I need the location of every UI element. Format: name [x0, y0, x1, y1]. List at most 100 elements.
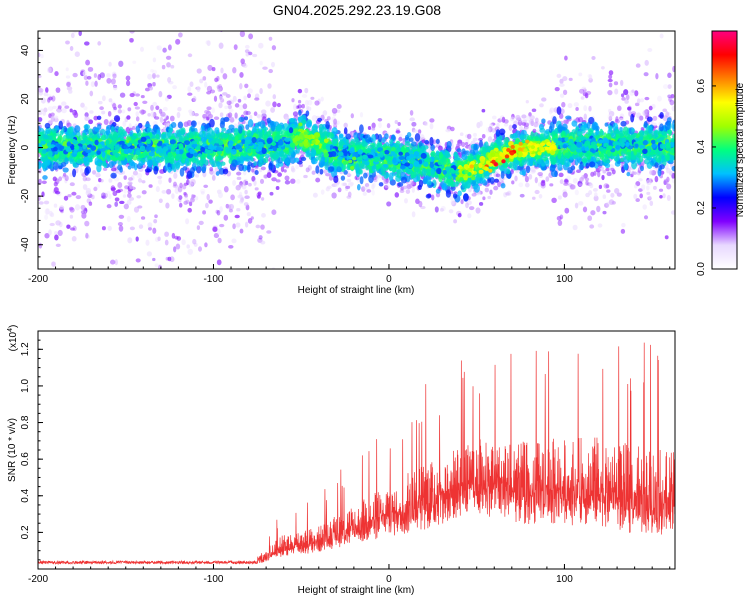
spectrogram-point: [481, 108, 486, 113]
spectrogram-point: [102, 95, 106, 102]
spectrogram-point: [270, 107, 276, 113]
spectrogram-point: [217, 228, 221, 235]
spectrogram-point: [70, 32, 75, 39]
spectrogram-point: [196, 68, 202, 74]
spectrogram-point: [528, 119, 535, 126]
spectrogram-point: [317, 98, 321, 105]
spectrogram-point: [606, 171, 612, 177]
spectrogram-point: [43, 92, 49, 97]
spectrogram-point: [92, 170, 97, 175]
spectrogram-point: [635, 63, 641, 68]
spectrogram-point: [69, 214, 74, 219]
spectrogram-point: [365, 185, 370, 192]
spectrogram-point: [139, 110, 143, 114]
spectrogram-point: [589, 182, 594, 189]
spectrogram-point: [295, 105, 300, 109]
spectrogram-point: [97, 100, 103, 105]
spectrogram-point: [489, 189, 493, 195]
spectrogram-point: [55, 87, 61, 93]
spectrogram-point: [331, 192, 337, 199]
spectrogram-point: [175, 243, 181, 250]
spectrogram-point: [384, 184, 391, 189]
spectrogram-point: [404, 198, 408, 204]
spectrogram-point: [144, 123, 151, 129]
spectrogram-point: [66, 224, 71, 229]
spectrogram-point: [420, 205, 426, 210]
spectrogram-point: [261, 116, 267, 122]
spectrogram-point: [225, 129, 231, 134]
spectrogram-point: [162, 114, 167, 118]
spectrogram-point: [55, 220, 61, 226]
spectrogram-point: [457, 160, 462, 167]
spectrogram-point: [638, 115, 644, 122]
spectrogram-point: [614, 118, 620, 124]
spectrogram-point: [72, 225, 77, 232]
spectrogram-point: [594, 192, 598, 197]
spectrogram-point: [314, 100, 320, 106]
spectrogram-point: [540, 180, 546, 187]
spectrogram-point: [275, 185, 280, 191]
spectrogram-point: [610, 192, 615, 198]
spectrogram-point: [228, 244, 234, 249]
spectrogram-point: [584, 177, 590, 182]
spectrogram-point: [528, 173, 533, 180]
spectrogram-point: [146, 31, 148, 32]
spectrogram-point: [79, 168, 84, 175]
spectrogram-point: [643, 215, 649, 220]
spectrogram-point: [189, 81, 194, 87]
spectrogram-point: [237, 194, 243, 199]
spectrogram-point: [111, 285, 117, 289]
spectrogram-point: [126, 115, 131, 120]
spectrogram-point: [65, 40, 70, 45]
spectrogram-point: [275, 179, 281, 183]
spectrogram-point: [134, 106, 141, 110]
spectrogram-point: [130, 174, 135, 181]
spectrogram-point: [301, 94, 308, 98]
spectrogram-point: [147, 73, 153, 80]
spectrogram-point: [68, 206, 74, 211]
spectrogram-point: [345, 185, 351, 190]
spectrogram-point: [235, 222, 241, 228]
spectrogram-point: [141, 190, 147, 195]
spectrogram-point: [266, 230, 272, 234]
spectrogram-point: [259, 88, 263, 95]
spectrogram-point: [212, 226, 218, 232]
spectrogram-point: [244, 49, 250, 54]
spectrogram-point: [171, 232, 176, 239]
spectrogram-point: [154, 263, 159, 268]
spectrogram-point: [203, 184, 209, 189]
spectrogram-point: [228, 208, 233, 213]
spectrogram-point: [378, 182, 384, 187]
spectrogram-point: [152, 101, 158, 106]
spectrogram-point: [119, 92, 126, 98]
spectrogram-point: [577, 201, 584, 206]
spectrogram-point: [217, 85, 222, 93]
spectrogram-point: [580, 96, 585, 100]
spectrogram-point: [284, 175, 290, 181]
spectrogram-point: [405, 189, 411, 194]
spectrogram-point: [213, 116, 220, 121]
spectrogram-point: [260, 166, 266, 171]
spectrogram-point: [53, 115, 59, 119]
spectrogram-point: [214, 77, 219, 83]
spectrogram-point: [493, 178, 500, 183]
spectrogram-point: [164, 239, 169, 246]
spectrogram-point: [164, 96, 169, 102]
spectrogram-point: [140, 216, 146, 220]
spectrogram-point: [38, 178, 42, 185]
spectrogram-point: [545, 176, 550, 182]
spectrogram-point: [415, 198, 420, 205]
spectrogram-point: [232, 223, 236, 230]
spectrogram-point: [596, 205, 601, 213]
spectrogram-point: [646, 179, 652, 186]
spectrogram-point: [152, 81, 156, 87]
spectrogram-point: [531, 108, 537, 113]
spectrogram-point: [82, 184, 88, 190]
spectrogram-point: [238, 163, 245, 172]
spectrogram-point: [377, 118, 383, 122]
spectrogram-point: [72, 168, 77, 178]
spectrogram-point: [74, 204, 81, 211]
spectrogram-point: [89, 90, 94, 97]
spectrogram-point: [86, 75, 92, 80]
spectrogram-point: [248, 114, 253, 120]
